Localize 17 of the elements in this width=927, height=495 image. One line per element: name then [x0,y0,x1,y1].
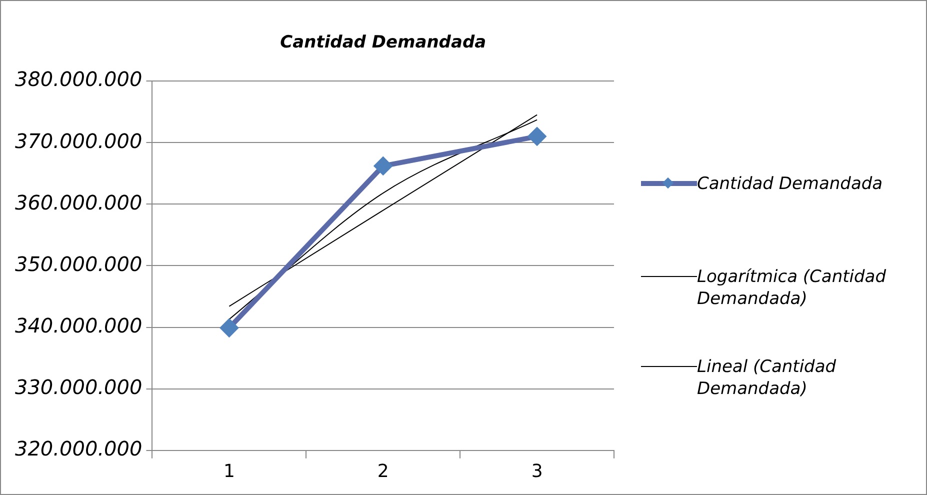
legend-label: Logarítmica (Cantidad Demandada) [697,266,887,310]
y-tick-label: 360.000.000 [14,190,142,214]
y-tick-label: 320.000.000 [14,436,142,461]
y-tick-label: 380.000.000 [14,67,142,92]
legend-label: Lineal (Cantidad Demandada) [697,356,838,400]
x-tick-label: 2 [377,460,389,482]
x-tick-label: 1 [223,460,235,482]
y-tick-label: 370.000.000 [14,128,142,153]
point [528,126,547,146]
legend-label: Cantidad Demandada [697,173,884,195]
point [374,156,393,176]
chart-title: Cantidad Demandada [280,32,486,52]
x-tick-label: 3 [531,460,543,482]
y-tick-label: 350.000.000 [14,252,142,276]
y-tick-label: 340.000.000 [14,313,142,338]
point [220,318,239,338]
y-tick-label: 330.000.000 [14,375,142,400]
